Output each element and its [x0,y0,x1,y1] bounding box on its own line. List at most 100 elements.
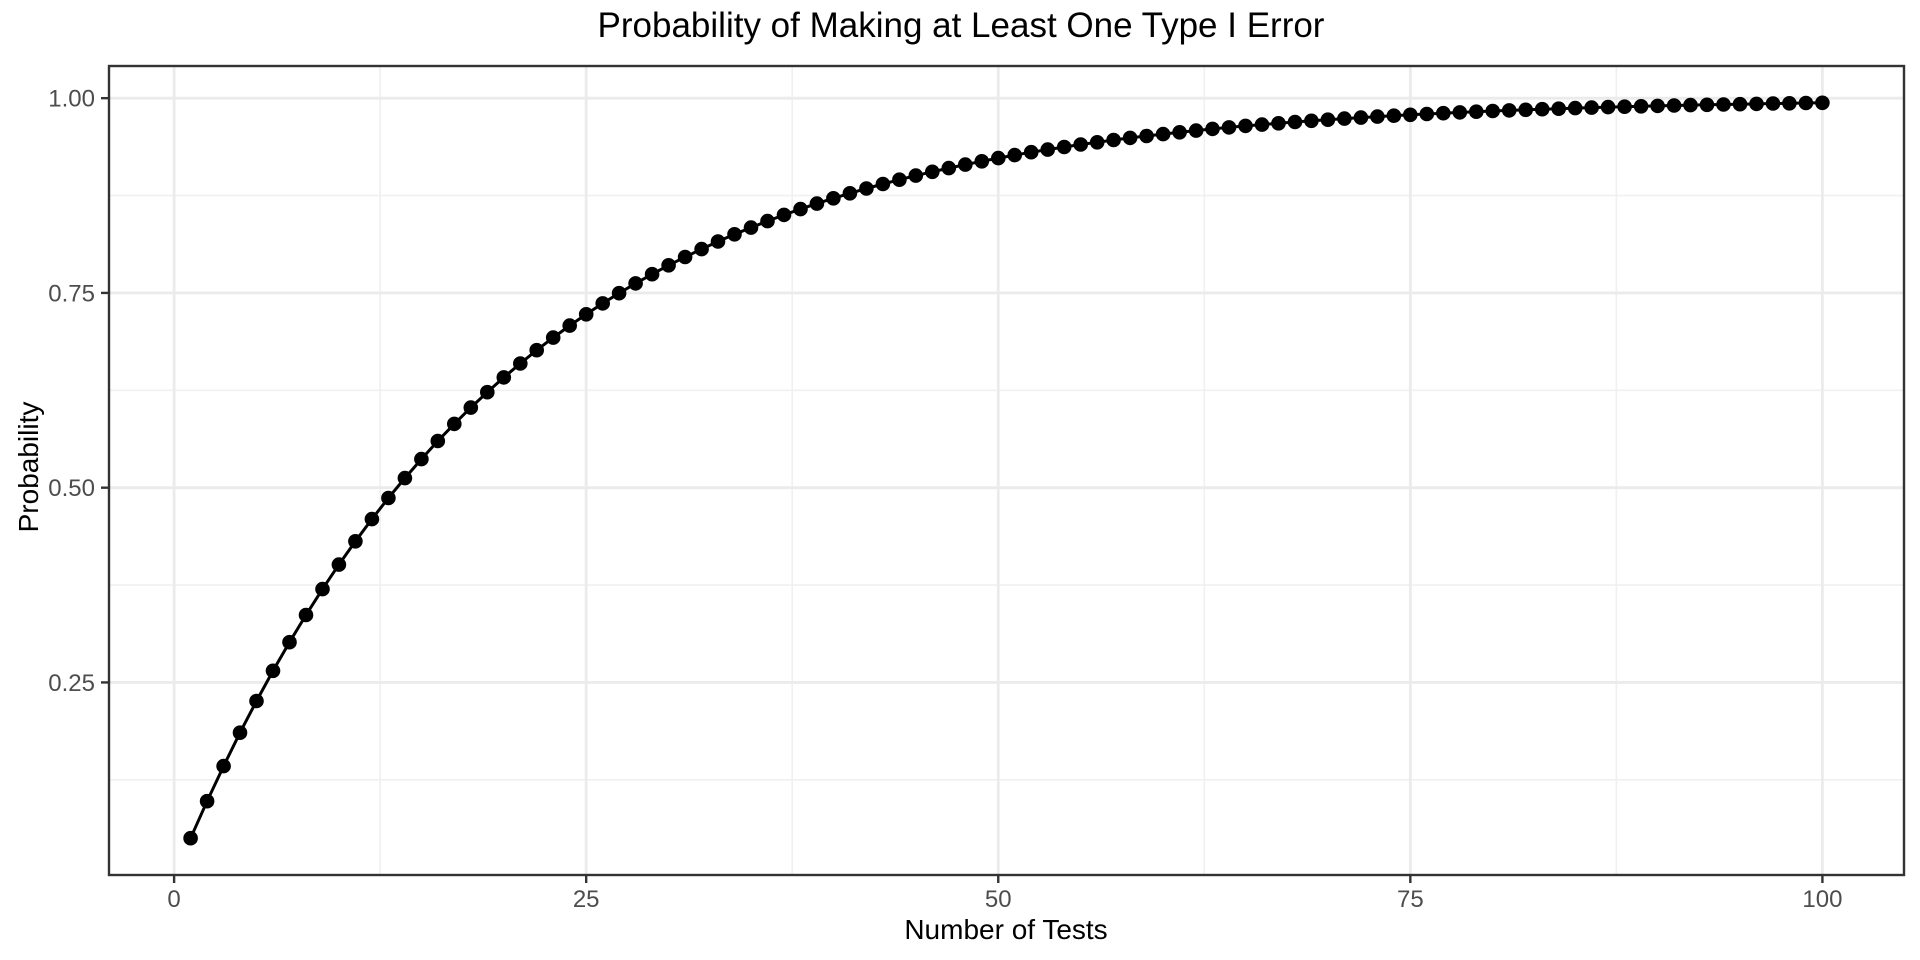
data-point [941,160,957,176]
data-point [414,451,429,467]
data-point [381,490,396,506]
y-tick-label: 0.50 [48,475,95,502]
data-point [958,157,973,172]
data-point [1403,107,1418,123]
data-point [1188,123,1204,138]
data-point [1617,99,1632,114]
data-point [265,663,281,679]
data-point [1650,98,1665,114]
data-point [826,191,841,206]
data-point [1567,100,1583,116]
x-tick-label: 75 [1397,886,1424,913]
data-point [925,164,940,180]
data-point [776,207,792,223]
data-point [1534,101,1550,117]
y-tick-label: 0.75 [48,280,95,307]
data-line [189,101,1824,840]
data-point [1023,144,1039,160]
data-point [1666,98,1682,113]
data-point [232,725,248,740]
data-point [1370,109,1385,124]
data-point [545,330,561,345]
data-point [1782,96,1797,111]
data-point [1633,99,1649,114]
data-point [1485,103,1500,119]
data-point [1320,112,1336,127]
data-point [513,356,528,371]
data-point [1584,100,1599,115]
data-point [1815,95,1830,111]
data-point [1716,97,1731,112]
data-point [1600,99,1616,115]
data-point [628,276,643,291]
data-point [1056,139,1072,155]
data-point [1518,102,1533,118]
data-point [1287,114,1303,130]
data-point [397,470,413,486]
data-point [496,370,512,385]
data-point [1337,111,1352,126]
data-point [793,201,808,217]
data-point [1353,110,1369,125]
data-point [991,150,1006,166]
panel-border [107,64,1906,877]
y-tick-label: 1.00 [48,86,95,113]
data-point [1073,137,1088,152]
data-point [1749,96,1764,112]
data-point [661,258,676,273]
data-point [1238,118,1253,134]
data-point [199,793,215,809]
data-point [1501,103,1517,118]
data-point [447,416,462,432]
data-point [694,241,709,257]
data-point [611,285,627,301]
x-axis-title: Number of Tests [904,914,1108,945]
data-point [908,168,924,183]
data-point [859,181,874,196]
data-point [348,534,363,549]
data-point [710,234,726,249]
x-tick-label: 0 [167,886,180,913]
data-point [1007,147,1022,163]
data-point [644,266,660,282]
data-point [842,186,858,201]
data-point [974,154,990,169]
data-point [727,227,742,242]
x-tick-label: 25 [573,886,600,913]
data-point [677,249,693,265]
data-point [282,634,297,650]
x-tick-label: 50 [985,886,1012,913]
data-point [430,433,446,449]
data-point [760,213,775,229]
data-point [595,296,610,311]
data-point [1732,96,1748,112]
data-point [1452,105,1468,120]
plot-panel [109,66,1904,875]
data-point [1469,104,1484,119]
data-point [809,196,825,211]
data-point [364,511,380,527]
data-point [183,830,198,846]
data-point [1683,97,1698,113]
data-point [1271,116,1286,131]
data-point [1699,97,1715,113]
data-point [1040,142,1055,157]
data-point [578,307,594,322]
data-point [875,176,891,192]
plot-title: Probability of Making at Least One Type … [597,6,1325,45]
data-point [1139,128,1154,144]
data-point [1205,121,1220,137]
data-point [1304,113,1319,129]
data-point [1106,132,1121,148]
data-point [1551,101,1566,116]
data-point [1089,135,1105,150]
data-point [1798,95,1814,111]
data-point [315,581,330,597]
data-point [463,400,479,415]
x-tick-label: 100 [1802,886,1842,913]
data-point [331,557,347,572]
data-point [1386,108,1402,123]
data-point [1221,120,1237,135]
